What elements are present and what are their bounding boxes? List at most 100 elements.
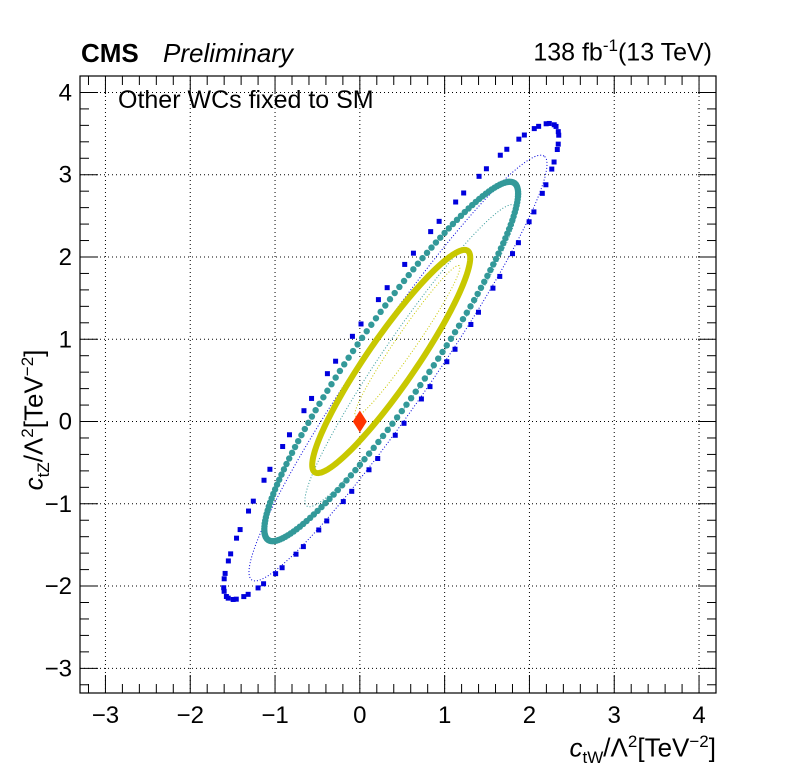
contour-997-point (241, 594, 247, 600)
contour-95-point (430, 362, 438, 369)
contour-95-point (484, 272, 491, 280)
contour-997-point (234, 535, 240, 541)
contour-997-point (300, 544, 306, 550)
contour-997-point (375, 297, 381, 303)
contour-997-point (526, 219, 532, 225)
contour-997-point (267, 466, 273, 472)
y-tick-label: 1 (59, 326, 72, 353)
contour-95-point (377, 308, 384, 316)
contour-997-point (521, 132, 527, 138)
contour-997-point (228, 551, 234, 557)
contour-95-point (500, 240, 507, 247)
contour-95-point (363, 328, 370, 335)
contour-95-point (396, 283, 403, 291)
contour-95-point (356, 461, 364, 468)
contour-95-point (443, 342, 450, 349)
contour-997-point (221, 588, 227, 594)
contour-997-point (556, 132, 562, 138)
contour-95-point (276, 476, 283, 483)
contour-95-point (379, 432, 387, 440)
contour-95-point (441, 229, 448, 237)
contour-997-point (543, 121, 549, 127)
contour-95-point (288, 449, 296, 457)
x-var: c (569, 732, 583, 763)
contour-95-point (398, 407, 406, 415)
y-tick-labels: −3 −2 −1 0 1 2 3 4 (45, 79, 72, 682)
contour-997-point (555, 141, 561, 147)
x-sup1: 2 (627, 732, 638, 751)
contour-997-point (452, 346, 458, 352)
contour-997-point (250, 498, 256, 504)
experiment-label: CMS (81, 38, 139, 68)
contour-997-point (246, 508, 252, 514)
contour-95-point (453, 216, 461, 224)
contour-95-point (481, 278, 488, 285)
contour-95-point (370, 444, 377, 452)
energy-label: (13 TeV) (617, 38, 712, 67)
x-tick-label: 1 (438, 702, 451, 729)
inner-contours (248, 154, 548, 582)
contour-997-point (375, 456, 381, 462)
contour-997-point (237, 527, 243, 533)
contour-997-point (490, 285, 496, 291)
contour-997-point (280, 444, 286, 450)
contour-997-point (536, 123, 542, 129)
contour-997-point (539, 190, 545, 196)
contour-997-point (504, 146, 510, 152)
contour-95-point (410, 266, 417, 273)
best-fit-marker (352, 410, 367, 433)
contour-95-point (470, 296, 478, 304)
contour-997-point (273, 571, 279, 577)
contour-95-point (423, 249, 431, 257)
contour-997-point (436, 218, 442, 224)
contour-95-point (332, 374, 339, 381)
contour-95-point (278, 471, 285, 478)
contour-95-point (361, 456, 368, 463)
contour-95-point (280, 466, 288, 473)
contour-95-point (358, 334, 366, 342)
y-tick-label: −1 (45, 491, 72, 518)
inner-contour-line (248, 154, 548, 582)
contour-95-point (457, 212, 465, 220)
inner-contour-line (354, 264, 461, 417)
contour-997-point (309, 395, 315, 401)
y-sup1: 2 (18, 428, 37, 438)
y-sub: tZ (33, 462, 53, 478)
contour-95-point (451, 328, 459, 336)
contour-95-point (414, 260, 422, 267)
contour-95-point (432, 239, 440, 246)
contour-997-point (301, 408, 307, 414)
contour-95-point (322, 499, 329, 507)
contour-95-point (334, 486, 342, 494)
contour-95-point (343, 477, 350, 484)
contour-997-point (531, 209, 537, 215)
plot-note: Other WCs fixed to SM (118, 86, 374, 114)
contour-997-point (516, 136, 522, 142)
contour-997-point (230, 596, 236, 602)
contour-997-point (510, 251, 516, 257)
x-unit: [TeV (637, 732, 690, 763)
contour-95-point (405, 271, 412, 279)
contour-95-point (400, 277, 408, 285)
contour-997-point (324, 371, 330, 377)
grid-lines (80, 76, 716, 693)
contour-997-point (427, 384, 433, 390)
contour-997-point (225, 595, 231, 601)
contour-95-point (492, 255, 500, 263)
contour-997-point (549, 166, 555, 172)
contour-997-point (476, 173, 482, 179)
lumi-exponent: -1 (602, 36, 618, 55)
contour-95-point (497, 245, 505, 252)
y-tick-label: 4 (59, 79, 72, 106)
contour-997-point (410, 250, 416, 256)
best-fit-point (352, 410, 367, 433)
plot-frame (79, 75, 717, 694)
contour-997-point (444, 359, 450, 365)
contour-997-point (340, 499, 346, 505)
contour-997-point (543, 182, 549, 188)
contour-95-point (305, 419, 312, 427)
y-tick-label: 0 (59, 409, 72, 436)
contour-997-point (384, 285, 390, 291)
contour-95-point (336, 367, 344, 375)
